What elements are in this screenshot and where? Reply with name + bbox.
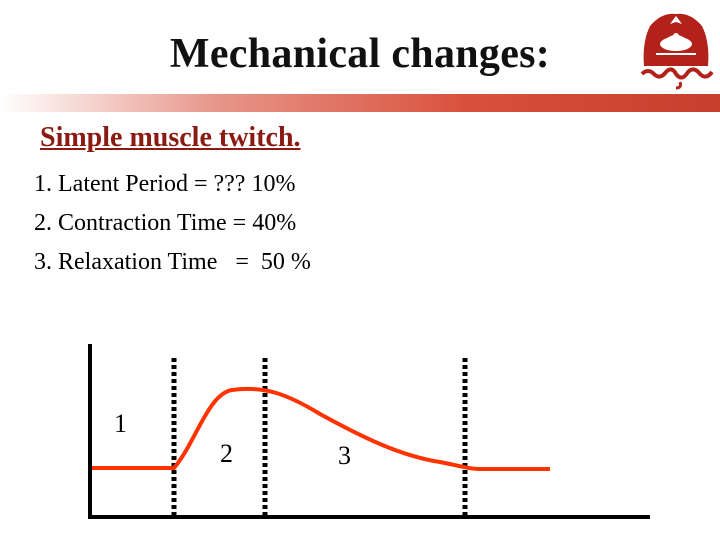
phase-label-latent: 1 <box>114 409 127 438</box>
phase-list: 1. Latent Period = ??? 10% 2. Contractio… <box>34 165 311 282</box>
phase-label-contraction: 2 <box>220 439 233 468</box>
phase-item-relaxation: 3. Relaxation Time = 50 % <box>34 249 311 275</box>
slide-title: Mechanical changes: <box>169 31 551 77</box>
twitch-diagram: 1 2 3 <box>88 344 650 519</box>
phase-item-latent: 1. Latent Period = ??? 10% <box>34 171 296 197</box>
phase-item-contraction: 2. Contraction Time = 40% <box>34 210 297 236</box>
phase-label-relaxation: 3 <box>338 441 351 470</box>
twitch-curve <box>92 386 550 471</box>
title-accent-bar <box>0 94 720 112</box>
university-seal-icon <box>640 13 714 90</box>
subtitle: Simple muscle twitch. <box>40 122 301 153</box>
